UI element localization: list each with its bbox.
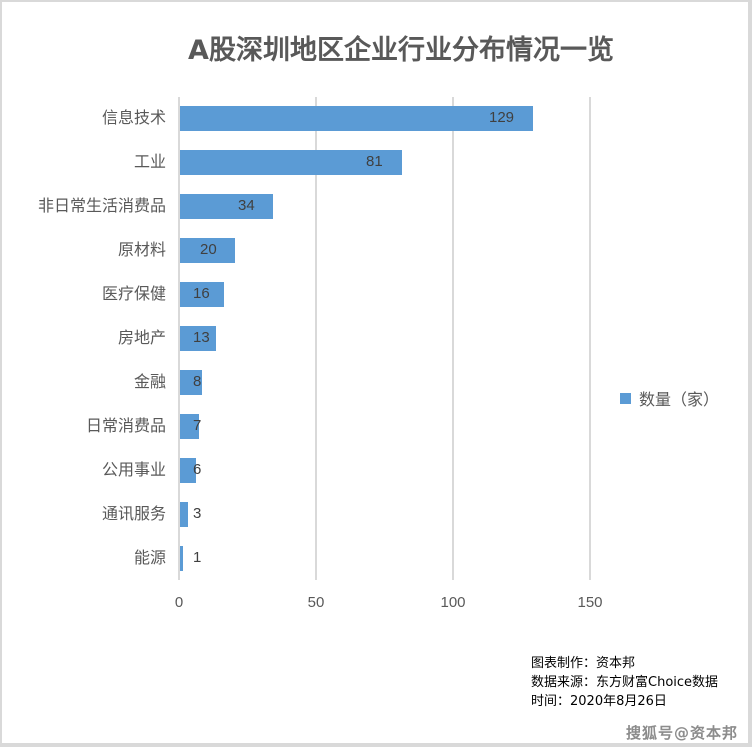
watermark: 搜狐号@资本邦 xyxy=(625,724,738,742)
data-label: 20 xyxy=(200,241,217,258)
data-label: 3 xyxy=(193,505,202,522)
chart-notes: 图表制作：资本邦 数据来源：东方财富Choice数据 时间：2020年8月26日 xyxy=(531,654,718,711)
legend-label: 数量（家） xyxy=(639,390,720,409)
bar xyxy=(180,414,199,439)
data-label: 81 xyxy=(366,153,383,170)
note-maker: 图表制作：资本邦 xyxy=(531,656,636,671)
category-label: 金融 xyxy=(133,372,166,391)
data-label: 1 xyxy=(193,549,202,566)
category-label: 医疗保健 xyxy=(101,284,166,303)
bar xyxy=(180,458,196,483)
gridline-0 xyxy=(178,97,180,580)
data-label: 6 xyxy=(193,461,202,478)
x-tick: 0 xyxy=(174,594,184,611)
gridline-100 xyxy=(452,97,454,580)
x-tick: 150 xyxy=(577,594,603,611)
category-label: 日常消费品 xyxy=(85,416,166,435)
data-label: 34 xyxy=(238,197,255,214)
data-label: 8 xyxy=(193,373,202,390)
category-label: 房地产 xyxy=(117,328,166,347)
data-label: 16 xyxy=(193,285,210,302)
category-label: 原材料 xyxy=(117,240,166,259)
bar xyxy=(180,326,216,351)
legend: 数量（家） xyxy=(620,386,719,410)
data-label: 13 xyxy=(193,329,210,346)
x-tick: 100 xyxy=(440,594,466,611)
data-label: 129 xyxy=(489,109,515,126)
bar xyxy=(180,502,188,527)
bar xyxy=(180,106,533,131)
category-label: 公用事业 xyxy=(101,460,166,479)
note-source: 数据来源：东方财富Choice数据 xyxy=(531,675,719,690)
gridline-50 xyxy=(315,97,317,580)
category-label: 通讯服务 xyxy=(101,504,166,523)
bar xyxy=(180,370,202,395)
category-label: 能源 xyxy=(133,548,166,567)
bar xyxy=(180,150,402,175)
bar xyxy=(180,546,183,571)
bar xyxy=(180,194,273,219)
category-label: 信息技术 xyxy=(101,108,166,127)
data-label: 7 xyxy=(193,417,202,434)
chart-title: A股深圳地区企业行业分布情况一览 xyxy=(188,35,614,66)
bar xyxy=(180,238,235,263)
x-tick: 50 xyxy=(307,594,325,611)
category-label: 工业 xyxy=(133,152,166,171)
gridline-150 xyxy=(589,97,591,580)
category-label: 非日常生活消费品 xyxy=(37,196,166,215)
legend-swatch-icon xyxy=(620,392,631,404)
bar xyxy=(180,282,224,307)
note-date: 时间：2020年8月26日 xyxy=(531,694,667,709)
